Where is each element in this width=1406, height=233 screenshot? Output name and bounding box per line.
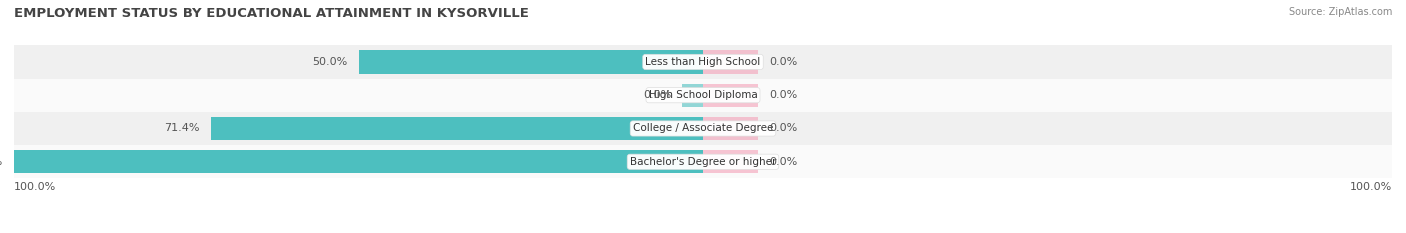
Text: 0.0%: 0.0% [769, 90, 797, 100]
Text: Bachelor's Degree or higher: Bachelor's Degree or higher [630, 157, 776, 167]
Text: Source: ZipAtlas.com: Source: ZipAtlas.com [1288, 7, 1392, 17]
Bar [14, 112, 1392, 145]
Bar [14, 45, 1392, 79]
Text: 71.4%: 71.4% [165, 123, 200, 134]
Bar [359, 50, 703, 74]
Bar [703, 117, 758, 140]
Text: 100.0%: 100.0% [14, 182, 56, 192]
Text: 0.0%: 0.0% [769, 57, 797, 67]
Bar [703, 50, 758, 74]
Legend: In Labor Force, Unemployed: In Labor Force, Unemployed [605, 230, 801, 233]
Bar [703, 150, 758, 173]
Bar [14, 79, 1392, 112]
Text: High School Diploma: High School Diploma [648, 90, 758, 100]
Text: 100.0%: 100.0% [1350, 182, 1392, 192]
Text: 0.0%: 0.0% [769, 157, 797, 167]
Text: EMPLOYMENT STATUS BY EDUCATIONAL ATTAINMENT IN KYSORVILLE: EMPLOYMENT STATUS BY EDUCATIONAL ATTAINM… [14, 7, 529, 20]
Text: Less than High School: Less than High School [645, 57, 761, 67]
Bar [14, 150, 703, 173]
Text: 100.0%: 100.0% [0, 157, 3, 167]
Text: 0.0%: 0.0% [769, 123, 797, 134]
Text: 0.0%: 0.0% [643, 90, 671, 100]
Bar [211, 117, 703, 140]
Text: College / Associate Degree: College / Associate Degree [633, 123, 773, 134]
Bar [682, 84, 703, 107]
Text: 50.0%: 50.0% [312, 57, 347, 67]
Bar [703, 84, 758, 107]
Bar [14, 145, 1392, 178]
